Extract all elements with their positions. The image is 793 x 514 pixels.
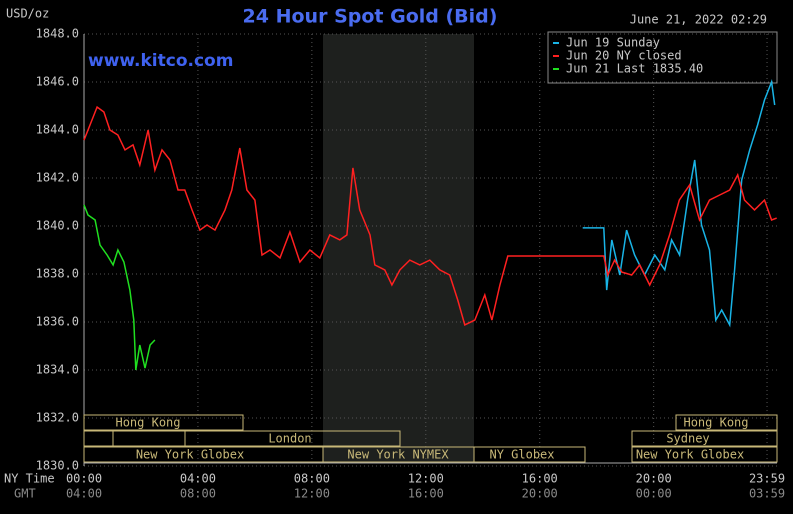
x-axis-label: NY Time bbox=[4, 472, 55, 486]
session-box bbox=[631, 430, 778, 447]
session-label: New York Globex bbox=[636, 448, 744, 462]
y-tick-label: 1842.0 bbox=[36, 171, 79, 185]
y-tick-label: 1846.0 bbox=[36, 75, 79, 89]
nymex-shade bbox=[323, 34, 474, 463]
series-line bbox=[83, 105, 777, 326]
y-tick-label: 1836.0 bbox=[36, 315, 79, 329]
x2-tick-label: 04:00 bbox=[66, 487, 102, 501]
timestamp: June 21, 2022 02:29 bbox=[630, 13, 767, 27]
y-tick-label: 1840.0 bbox=[36, 219, 79, 233]
x2-tick-label: 00:00 bbox=[636, 487, 672, 501]
x-tick-label: 20:00 bbox=[636, 472, 672, 486]
legend-label: Jun 19 Sunday bbox=[566, 36, 660, 50]
session-label: London bbox=[268, 432, 311, 446]
x-tick-label: 04:00 bbox=[180, 472, 216, 486]
y-tick-label: 1830.0 bbox=[36, 459, 79, 473]
x2-tick-label: 12:00 bbox=[294, 487, 330, 501]
x-tick-label: 08:00 bbox=[294, 472, 330, 486]
session-label: Sydney bbox=[666, 432, 709, 446]
watermark: www.kitco.com bbox=[88, 51, 233, 71]
session-box bbox=[473, 446, 586, 463]
y-tick-label: 1838.0 bbox=[36, 267, 79, 281]
x2-axis-label: GMT bbox=[14, 487, 36, 501]
y-tick-label: 1834.0 bbox=[36, 363, 79, 377]
session-box bbox=[83, 414, 244, 431]
legend-box bbox=[547, 31, 778, 84]
y-tick-label: 1848.0 bbox=[36, 27, 79, 41]
x2-tick-label: 20:00 bbox=[522, 487, 558, 501]
legend-label: Jun 21 Last 1835.40 bbox=[566, 62, 703, 76]
x2-tick-label: 03:59 bbox=[749, 487, 785, 501]
y-tick-label: 1844.0 bbox=[36, 123, 79, 137]
session-box bbox=[631, 446, 778, 463]
x-tick-label: 12:00 bbox=[408, 472, 444, 486]
series-line bbox=[582, 79, 776, 328]
session-label: New York Globex bbox=[136, 448, 244, 462]
session-box bbox=[675, 414, 778, 431]
series-line bbox=[83, 204, 156, 371]
x2-tick-label: 08:00 bbox=[180, 487, 216, 501]
legend-label: Jun 20 NY closed bbox=[566, 49, 682, 63]
x-tick-label: 00:00 bbox=[66, 472, 102, 486]
session-label: New York NYMEX bbox=[347, 448, 449, 462]
x-tick-label: 23:59 bbox=[749, 472, 785, 486]
chart-title: 24 Hour Spot Gold (Bid) bbox=[243, 6, 498, 28]
session-box bbox=[184, 430, 401, 447]
session-label: Hong Kong bbox=[683, 416, 748, 430]
x-tick-label: 16:00 bbox=[522, 472, 558, 486]
y-axis-label: USD/oz bbox=[6, 7, 49, 21]
session-label: Hong Kong bbox=[115, 416, 180, 430]
session-label: NY Globex bbox=[489, 448, 554, 462]
x2-tick-label: 16:00 bbox=[408, 487, 444, 501]
y-tick-label: 1832.0 bbox=[36, 411, 79, 425]
